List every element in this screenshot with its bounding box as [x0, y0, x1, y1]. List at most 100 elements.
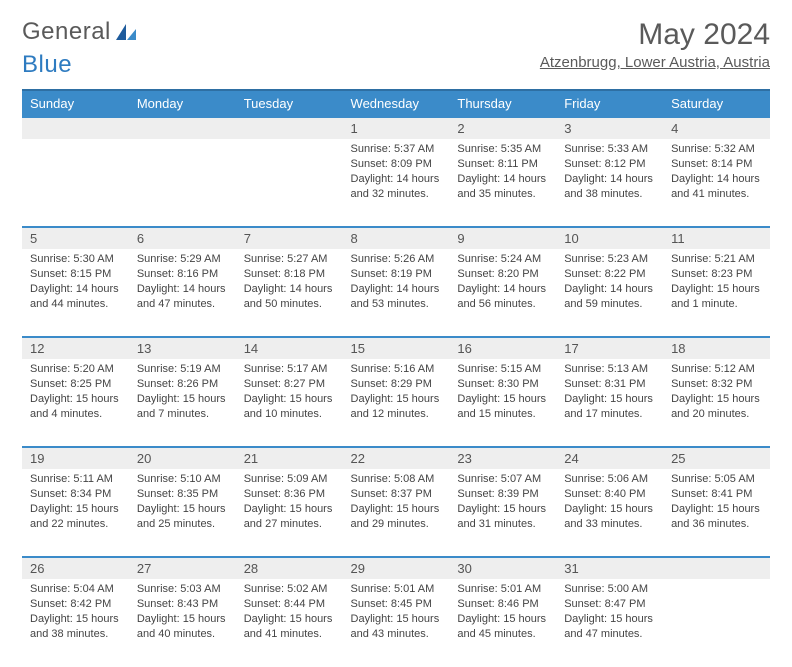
- day-number-cell: 25: [663, 447, 770, 469]
- data-row: Sunrise: 5:11 AMSunset: 8:34 PM Daylight:…: [22, 469, 770, 557]
- day-number-cell: 29: [343, 557, 450, 579]
- daylight-text: Daylight: 15 hours and 7 minutes.: [137, 392, 228, 422]
- day-header: Thursday: [449, 90, 556, 117]
- day-cell: Sunrise: 5:09 AMSunset: 8:36 PMDaylight:…: [236, 469, 343, 557]
- daylight-text: Daylight: 15 hours and 36 minutes.: [671, 502, 762, 532]
- location-label: Atzenbrugg, Lower Austria, Austria: [540, 54, 770, 71]
- day-cell: [129, 139, 236, 227]
- day-cell-content: Sunrise: 5:15 AMSunset: 8:30 PMDaylight:…: [449, 359, 556, 427]
- day-cell-content: Sunrise: 5:19 AMSunset: 8:26 PMDaylight:…: [129, 359, 236, 427]
- day-cell: Sunrise: 5:26 AMSunset: 8:19 PMDaylight:…: [343, 249, 450, 337]
- sunset-text: Sunset: 8:31 PM: [564, 377, 655, 392]
- sunset-text: Sunset: 8:30 PM: [457, 377, 548, 392]
- daylight-text: Daylight: 14 hours and 35 minutes.: [457, 172, 548, 202]
- sunset-text: Sunset: 8:40 PM: [564, 487, 655, 502]
- sunrise-text: Sunrise: 5:00 AM: [564, 582, 655, 597]
- sunset-text: Sunset: 8:19 PM: [351, 267, 442, 282]
- daylight-text: Daylight: 15 hours and 31 minutes.: [457, 502, 548, 532]
- day-cell-content: Sunrise: 5:02 AMSunset: 8:44 PMDaylight:…: [236, 579, 343, 647]
- daylight-text: Daylight: 15 hours and 47 minutes.: [564, 612, 655, 642]
- logo-text-2: Blue: [22, 51, 72, 79]
- day-cell: Sunrise: 5:11 AMSunset: 8:34 PMDaylight:…: [22, 469, 129, 557]
- daylight-text: Daylight: 14 hours and 47 minutes.: [137, 282, 228, 312]
- day-cell: Sunrise: 5:10 AMSunset: 8:35 PMDaylight:…: [129, 469, 236, 557]
- sunrise-text: Sunrise: 5:03 AM: [137, 582, 228, 597]
- day-cell: Sunrise: 5:35 AMSunset: 8:11 PMDaylight:…: [449, 139, 556, 227]
- sunset-text: Sunset: 8:41 PM: [671, 487, 762, 502]
- sunset-text: Sunset: 8:45 PM: [351, 597, 442, 612]
- day-number-cell: 26: [22, 557, 129, 579]
- day-header: Monday: [129, 90, 236, 117]
- day-number-cell: 7: [236, 227, 343, 249]
- daylight-text: Daylight: 15 hours and 45 minutes.: [457, 612, 548, 642]
- day-number-cell: 22: [343, 447, 450, 469]
- daylight-text: Daylight: 15 hours and 40 minutes.: [137, 612, 228, 642]
- sunset-text: Sunset: 8:11 PM: [457, 157, 548, 172]
- sunrise-text: Sunrise: 5:21 AM: [671, 252, 762, 267]
- daylight-text: Daylight: 15 hours and 41 minutes.: [244, 612, 335, 642]
- daynum-row: 12131415161718: [22, 337, 770, 359]
- day-cell: Sunrise: 5:33 AMSunset: 8:12 PMDaylight:…: [556, 139, 663, 227]
- daylight-text: Daylight: 14 hours and 50 minutes.: [244, 282, 335, 312]
- sunrise-text: Sunrise: 5:20 AM: [30, 362, 121, 377]
- day-cell: Sunrise: 5:37 AMSunset: 8:09 PMDaylight:…: [343, 139, 450, 227]
- day-header: Wednesday: [343, 90, 450, 117]
- sunrise-text: Sunrise: 5:37 AM: [351, 142, 442, 157]
- day-cell-content: Sunrise: 5:00 AMSunset: 8:47 PMDaylight:…: [556, 579, 663, 647]
- day-number-cell: 5: [22, 227, 129, 249]
- day-cell-content: Sunrise: 5:32 AMSunset: 8:14 PMDaylight:…: [663, 139, 770, 207]
- day-cell-content: Sunrise: 5:30 AMSunset: 8:15 PMDaylight:…: [22, 249, 129, 317]
- logo-sail-icon: [115, 23, 137, 41]
- day-cell-content: Sunrise: 5:06 AMSunset: 8:40 PMDaylight:…: [556, 469, 663, 537]
- day-cell-content: Sunrise: 5:33 AMSunset: 8:12 PMDaylight:…: [556, 139, 663, 207]
- day-cell: Sunrise: 5:32 AMSunset: 8:14 PMDaylight:…: [663, 139, 770, 227]
- daylight-text: Daylight: 15 hours and 17 minutes.: [564, 392, 655, 422]
- daylight-text: Daylight: 14 hours and 59 minutes.: [564, 282, 655, 312]
- day-cell: Sunrise: 5:30 AMSunset: 8:15 PMDaylight:…: [22, 249, 129, 337]
- daylight-text: Daylight: 15 hours and 25 minutes.: [137, 502, 228, 532]
- sunset-text: Sunset: 8:20 PM: [457, 267, 548, 282]
- day-header: Tuesday: [236, 90, 343, 117]
- day-number-cell: 12: [22, 337, 129, 359]
- day-cell: Sunrise: 5:27 AMSunset: 8:18 PMDaylight:…: [236, 249, 343, 337]
- daylight-text: Daylight: 14 hours and 38 minutes.: [564, 172, 655, 202]
- day-header-row: Sunday Monday Tuesday Wednesday Thursday…: [22, 90, 770, 117]
- day-cell: Sunrise: 5:16 AMSunset: 8:29 PMDaylight:…: [343, 359, 450, 447]
- day-number-cell: 21: [236, 447, 343, 469]
- day-cell-content: Sunrise: 5:35 AMSunset: 8:11 PMDaylight:…: [449, 139, 556, 207]
- day-number-cell: [22, 117, 129, 139]
- day-cell: Sunrise: 5:08 AMSunset: 8:37 PMDaylight:…: [343, 469, 450, 557]
- day-cell-content: Sunrise: 5:11 AMSunset: 8:34 PMDaylight:…: [22, 469, 129, 537]
- sunrise-text: Sunrise: 5:16 AM: [351, 362, 442, 377]
- sunrise-text: Sunrise: 5:08 AM: [351, 472, 442, 487]
- day-number-cell: 10: [556, 227, 663, 249]
- day-number-cell: 4: [663, 117, 770, 139]
- daylight-text: Daylight: 15 hours and 1 minute.: [671, 282, 762, 312]
- day-number-cell: 17: [556, 337, 663, 359]
- sunset-text: Sunset: 8:47 PM: [564, 597, 655, 612]
- day-cell: Sunrise: 5:00 AMSunset: 8:47 PMDaylight:…: [556, 579, 663, 667]
- daylight-text: Daylight: 15 hours and 12 minutes.: [351, 392, 442, 422]
- page-title: May 2024: [540, 18, 770, 52]
- day-number-cell: 28: [236, 557, 343, 579]
- sunset-text: Sunset: 8:16 PM: [137, 267, 228, 282]
- day-cell: [236, 139, 343, 227]
- day-number-cell: 23: [449, 447, 556, 469]
- day-cell-content: Sunrise: 5:03 AMSunset: 8:43 PMDaylight:…: [129, 579, 236, 647]
- sunrise-text: Sunrise: 5:15 AM: [457, 362, 548, 377]
- day-cell: Sunrise: 5:19 AMSunset: 8:26 PMDaylight:…: [129, 359, 236, 447]
- day-cell-content: Sunrise: 5:27 AMSunset: 8:18 PMDaylight:…: [236, 249, 343, 317]
- day-cell-content: Sunrise: 5:12 AMSunset: 8:32 PMDaylight:…: [663, 359, 770, 427]
- sunset-text: Sunset: 8:34 PM: [30, 487, 121, 502]
- sunset-text: Sunset: 8:22 PM: [564, 267, 655, 282]
- day-cell: Sunrise: 5:21 AMSunset: 8:23 PMDaylight:…: [663, 249, 770, 337]
- sunrise-text: Sunrise: 5:09 AM: [244, 472, 335, 487]
- sunrise-text: Sunrise: 5:11 AM: [30, 472, 121, 487]
- day-number-cell: 15: [343, 337, 450, 359]
- day-number-cell: 14: [236, 337, 343, 359]
- day-cell-content: Sunrise: 5:29 AMSunset: 8:16 PMDaylight:…: [129, 249, 236, 317]
- day-cell-content: [22, 139, 129, 148]
- sunrise-text: Sunrise: 5:01 AM: [457, 582, 548, 597]
- day-cell-content: Sunrise: 5:08 AMSunset: 8:37 PMDaylight:…: [343, 469, 450, 537]
- sunset-text: Sunset: 8:37 PM: [351, 487, 442, 502]
